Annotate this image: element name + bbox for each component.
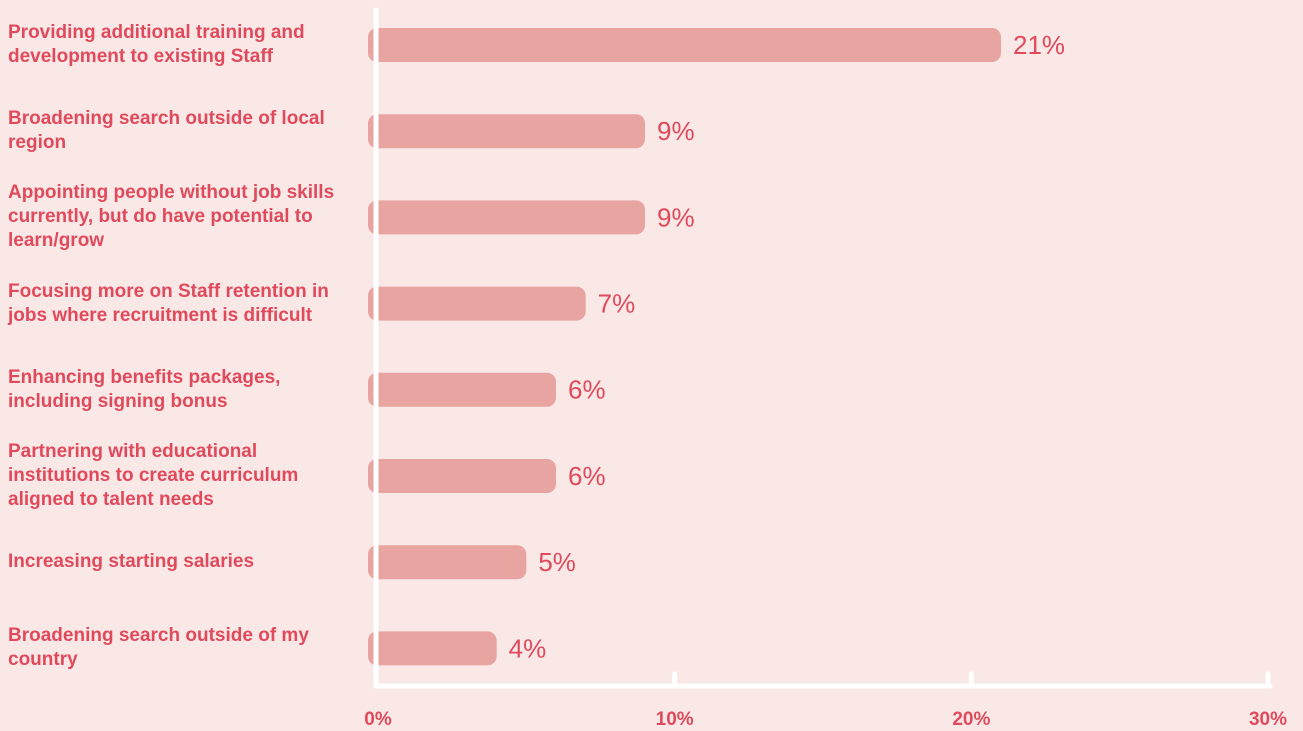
category-label: Focusing more on Staff retention in jobs… [8,280,329,326]
category-label: Appointing people without job skills cur… [8,182,335,252]
x-tick-label: 20% [952,709,990,730]
bar [368,631,497,666]
category-label: Partnering with educational institutions… [8,441,299,510]
value-label: 4% [509,633,547,663]
category-label: Enhancing benefits packages, including s… [8,366,281,412]
x-tick-label: 30% [1249,709,1287,730]
bar [368,28,1001,62]
bar [368,286,586,321]
value-label: 21% [1013,30,1065,60]
category-label: Broadening search outside of local regio… [8,108,325,154]
bar [368,545,527,580]
bar [368,200,645,235]
category-label: Broadening search outside of my country [8,625,309,671]
x-tick-label: 0% [364,709,392,730]
category-label: Increasing starting salaries [8,551,255,573]
bar [368,459,556,493]
category-label: Providing additional training and develo… [8,22,305,67]
value-label: 7% [598,288,636,318]
bar [368,372,556,407]
value-label: 9% [657,202,695,232]
value-label: 9% [657,116,695,146]
x-tick-label: 10% [656,709,694,730]
bar [368,114,645,149]
value-label: 6% [568,461,606,491]
value-label: 5% [538,547,576,577]
value-label: 6% [568,375,606,405]
